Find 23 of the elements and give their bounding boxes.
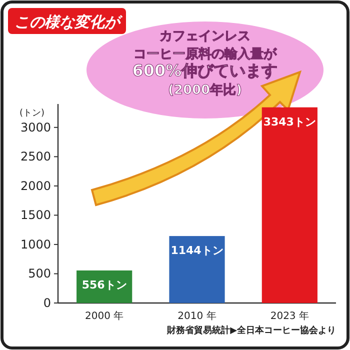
y-tick-label: 2500 [20, 150, 51, 164]
bar [76, 270, 132, 303]
y-axis-title: (トン) [19, 108, 45, 118]
bar [262, 107, 318, 303]
y-tick-label: 2000 [20, 178, 51, 193]
y-tick-label: 500 [28, 266, 51, 281]
x-tick-label: 2023 年 [270, 310, 309, 322]
data-label: 1144トン [170, 244, 224, 258]
chart-title: この様な変化が [14, 13, 124, 31]
text: (2000年比) [168, 83, 242, 98]
y-tick-label: 3000 [20, 120, 51, 134]
text: 財務省貿易統計▶全日本コーヒー協会より [166, 325, 336, 336]
text: コーヒー原料の輸入量が [134, 46, 278, 62]
y-tick-label: 1000 [20, 237, 51, 252]
bar [169, 236, 225, 303]
y-tick-label: 1500 [20, 208, 51, 222]
text: カフェインレス [160, 29, 250, 44]
data-label: 3343トン [263, 115, 316, 128]
y-tick-label: 0 [43, 296, 51, 310]
text: 600%伸びています [132, 61, 278, 80]
x-tick-label: 2010 年 [178, 310, 216, 322]
data-label: 556トン [82, 278, 127, 292]
x-tick-label: 2000 年 [85, 310, 124, 322]
